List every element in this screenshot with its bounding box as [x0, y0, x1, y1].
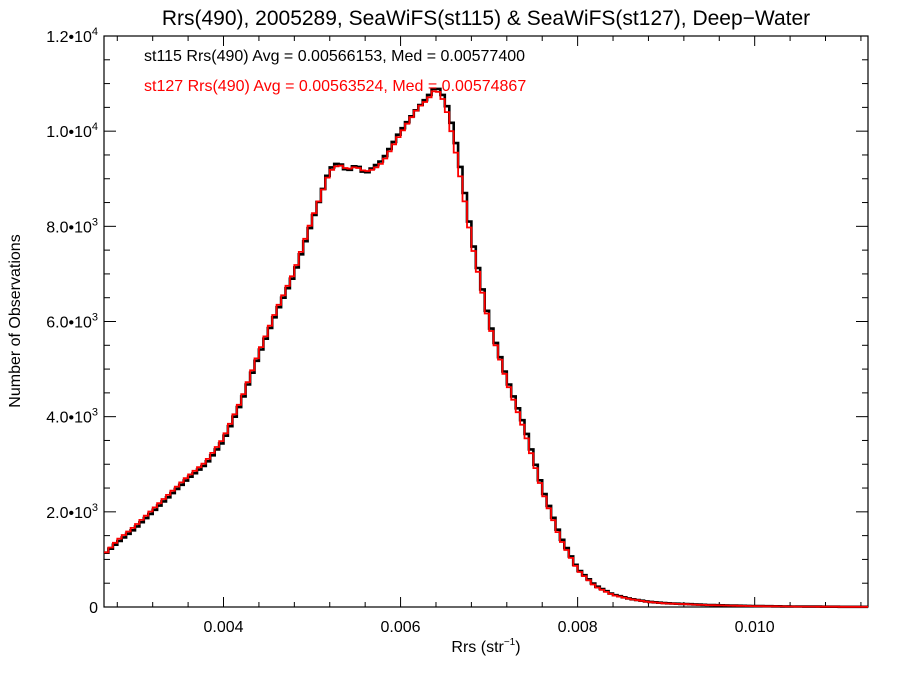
- y-tick-label: 6.0•103: [46, 312, 98, 332]
- y-tick-exponent: 3: [92, 502, 98, 514]
- y-tick-mantissa: 1.2•10: [46, 29, 92, 46]
- y-tick-mantissa: 1.0•10: [46, 124, 92, 141]
- x-tick-label: 0.006: [381, 619, 421, 636]
- y-tick-mantissa: 4.0•10: [46, 410, 92, 427]
- x-axis-label-main: Rrs (str: [451, 639, 504, 656]
- x-tick-label: 0.010: [735, 619, 775, 636]
- legend-entry-st115: st115 Rrs(490) Avg = 0.00566153, Med = 0…: [144, 48, 525, 65]
- series-line-st127: [104, 90, 868, 608]
- y-tick-exponent: 3: [92, 312, 98, 324]
- y-tick-mantissa: 2.0•10: [46, 505, 92, 522]
- y-tick-label: 8.0•103: [46, 216, 98, 236]
- y-tick-mantissa: 6.0•10: [46, 315, 92, 332]
- x-axis-label-end: ): [515, 639, 520, 656]
- y-tick-mantissa: 8.0•10: [46, 219, 92, 236]
- y-axis-label: Number of Observations: [7, 234, 24, 407]
- x-tick-label: 0.004: [203, 619, 243, 636]
- x-tick-label: 0.008: [558, 619, 598, 636]
- series-layer: [104, 87, 868, 609]
- y-tick-label: 1.0•104: [46, 121, 98, 141]
- legend-entry-st127: st127 Rrs(490) Avg = 0.00563524, Med = 0…: [144, 78, 526, 95]
- y-tick-exponent: 4: [92, 121, 98, 133]
- y-tick-exponent: 3: [92, 407, 98, 419]
- y-tick-mantissa: 0: [89, 600, 98, 617]
- y-tick-label: 2.0•103: [46, 502, 98, 522]
- tick-labels: 0.004 0.006 0.008 0.01002.0•1034.0•1036.0•1…: [46, 26, 775, 636]
- y-tick-label: 4.0•103: [46, 407, 98, 427]
- x-axis-label-superscript: −1: [504, 637, 516, 648]
- y-tick-label: 1.2•104: [46, 26, 98, 46]
- y-tick-exponent: 4: [92, 26, 98, 38]
- y-tick-exponent: 3: [92, 216, 98, 228]
- x-axis-label: Rrs (str−1): [451, 637, 520, 656]
- chart-title: Rrs(490), 2005289, SeaWiFS(st115) & SeaW…: [162, 7, 810, 30]
- y-tick-label: 0: [89, 600, 98, 617]
